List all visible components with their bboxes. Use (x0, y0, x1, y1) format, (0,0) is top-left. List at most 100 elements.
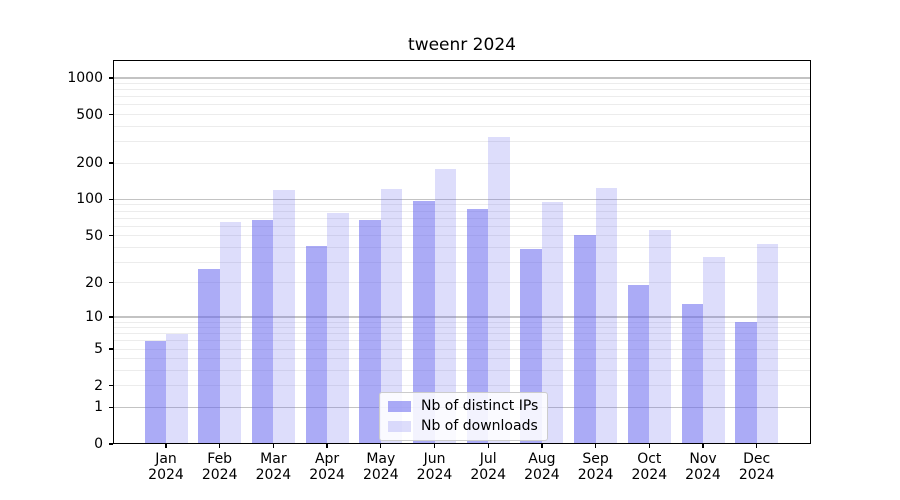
x-tick-mark (433, 444, 436, 448)
x-tick-label: Dec 2024 (721, 451, 793, 483)
minor-gridline (113, 217, 811, 219)
bar-downloads-sep (595, 188, 618, 444)
minor-gridline (113, 162, 811, 164)
x-tick-month: Jun (423, 451, 446, 467)
minor-gridline (113, 327, 811, 329)
y-tick-mark (109, 234, 113, 237)
minor-gridline (113, 246, 811, 248)
bar-distinct-ips-mar (251, 220, 274, 444)
bar-downloads-apr (327, 213, 349, 444)
x-tick-label: Mar 2024 (237, 451, 309, 483)
x-tick-year: 2024 (362, 467, 399, 483)
x-tick-mark (219, 444, 221, 448)
bar-downloads-aug (541, 202, 564, 444)
x-tick-mark (272, 444, 275, 448)
y-tick-mark (109, 316, 113, 318)
major-gridline (113, 316, 811, 318)
x-tick-label: Nov 2024 (667, 451, 739, 483)
bar-downloads-jul (488, 137, 510, 444)
minor-gridline (113, 235, 811, 237)
minor-gridline (113, 333, 811, 335)
legend-item: Nb of distinct IPs (388, 397, 538, 415)
minor-gridline (113, 340, 811, 342)
legend-label: Nb of distinct IPs (421, 398, 539, 414)
y-tick-mark (109, 162, 113, 164)
x-tick-label: Aug 2024 (506, 451, 578, 483)
bar-downloads-mar (273, 189, 295, 444)
bar-distinct-ips-jun (413, 200, 435, 444)
x-tick-label: Apr 2024 (291, 451, 363, 483)
x-tick-year: 2024 (309, 467, 345, 483)
minor-gridline (113, 261, 811, 263)
x-tick-year: 2024 (470, 467, 506, 483)
y-tick-label: 0 (94, 436, 103, 452)
x-tick-year: 2024 (255, 467, 292, 483)
minor-gridline (113, 282, 811, 284)
minor-gridline (113, 210, 811, 212)
x-tick-year: 2024 (738, 467, 775, 483)
x-tick-month: Sep (582, 451, 609, 467)
bar-downloads-may (380, 189, 403, 444)
bar-distinct-ips-apr (305, 246, 328, 444)
bar-downloads-oct (649, 229, 671, 444)
x-tick-month: Feb (207, 451, 233, 467)
legend: Nb of distinct IPs Nb of downloads (379, 392, 549, 441)
x-tick-year: 2024 (685, 467, 721, 483)
bar-distinct-ips-dec (735, 322, 757, 444)
bars-layer (113, 60, 811, 444)
y-tick-mark (109, 113, 113, 116)
chart-title: tweenr 2024 (408, 35, 516, 55)
bar-distinct-ips-jan (144, 340, 166, 444)
y-tick-mark (109, 281, 113, 284)
x-tick-mark (594, 444, 597, 448)
major-gridline (113, 198, 811, 201)
minor-gridline (113, 141, 811, 143)
minor-gridline (113, 385, 811, 387)
minor-gridline (113, 83, 811, 85)
y-tick-mark (109, 406, 113, 408)
minor-gridline (113, 114, 811, 116)
bar-distinct-ips-feb (198, 269, 220, 444)
y-tick-label: 1000 (67, 69, 103, 86)
minor-gridline (113, 125, 811, 127)
x-tick-month: Nov (689, 451, 717, 467)
minor-gridline (113, 225, 811, 227)
x-tick-label: Oct 2024 (613, 451, 685, 483)
bar-distinct-ips-may (359, 219, 381, 444)
x-tick-year: 2024 (201, 467, 238, 483)
legend-label: Nb of downloads (421, 418, 538, 434)
legend-swatch (388, 420, 411, 432)
minor-gridline (113, 358, 811, 360)
x-tick-label: Feb 2024 (184, 451, 256, 483)
y-tick-label: 20 (85, 274, 103, 291)
y-tick-label: 10 (85, 308, 103, 325)
y-tick-label: 5 (94, 341, 103, 358)
x-tick-label: May 2024 (345, 451, 417, 483)
minor-gridline (113, 321, 811, 323)
y-tick-label: 1 (94, 399, 103, 416)
y-tick-label: 500 (76, 106, 103, 123)
minor-gridline (113, 104, 811, 106)
y-tick-mark (109, 443, 113, 445)
x-tick-mark (541, 444, 543, 448)
x-tick-mark (380, 444, 382, 448)
x-tick-year: 2024 (524, 467, 560, 483)
y-tick-label: 100 (76, 191, 103, 208)
x-tick-year: 2024 (148, 467, 184, 483)
bar-distinct-ips-nov (681, 304, 703, 444)
x-tick-year: 2024 (577, 467, 614, 483)
x-tick-month: Jan (155, 451, 177, 467)
bar-distinct-ips-sep (574, 234, 596, 444)
x-tick-mark (487, 444, 489, 448)
x-tick-year: 2024 (416, 467, 453, 483)
y-tick-label: 200 (76, 155, 103, 171)
x-tick-month: Aug (528, 451, 556, 467)
x-tick-year: 2024 (631, 467, 668, 483)
y-tick-mark (109, 77, 113, 79)
major-gridline (113, 77, 811, 79)
x-tick-month: Oct (637, 451, 662, 467)
y-tick-label: 2 (94, 377, 103, 394)
minor-gridline (113, 96, 811, 98)
minor-gridline (113, 204, 811, 206)
